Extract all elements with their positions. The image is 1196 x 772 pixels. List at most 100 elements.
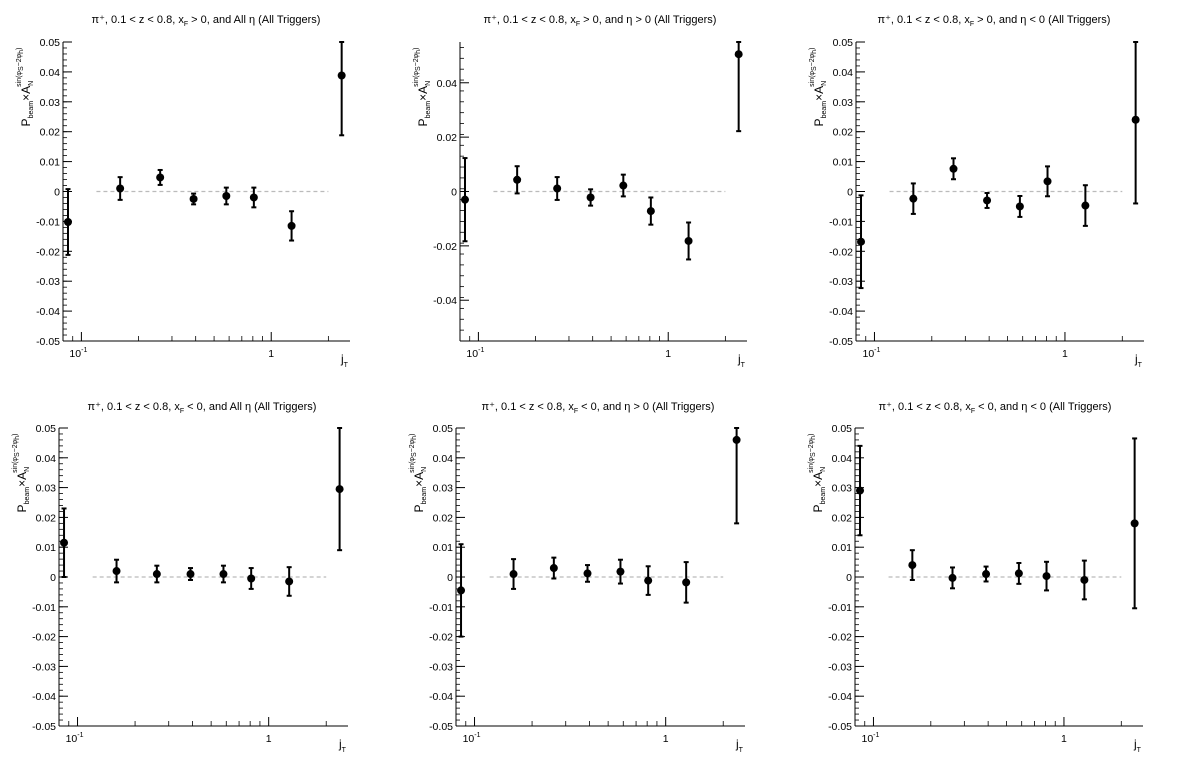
y-tick-label: -0.05 bbox=[828, 721, 852, 733]
y-tick-label: 0.05 bbox=[433, 423, 454, 435]
y-tick-label: -0.03 bbox=[36, 276, 60, 288]
data-point bbox=[337, 71, 346, 80]
y-tick-label: -0.03 bbox=[429, 661, 453, 673]
data-point bbox=[1080, 575, 1089, 584]
x-tick-label: 10-1 bbox=[466, 347, 484, 360]
data-point bbox=[682, 578, 691, 587]
panel-5: π⁺, 0.1 < z < 0.8, xF < 0, and η > 0 (Al… bbox=[409, 401, 745, 754]
y-tick-label: -0.04 bbox=[429, 691, 453, 703]
y-tick-label: -0.05 bbox=[429, 721, 453, 733]
y-axis-label: Pbeam×ANsin(φS−2φh) bbox=[16, 48, 35, 127]
x-tick-label: 10-1 bbox=[66, 732, 84, 745]
y-tick-label: 0.04 bbox=[437, 78, 458, 90]
data-point bbox=[553, 184, 562, 193]
data-point bbox=[646, 207, 655, 216]
y-tick-label: -0.02 bbox=[32, 632, 56, 644]
x-tick-label: 1 bbox=[665, 348, 671, 360]
data-point bbox=[219, 570, 228, 579]
y-tick-label: 0.01 bbox=[40, 157, 61, 169]
y-tick-label: -0.01 bbox=[829, 216, 853, 228]
y-tick-label: -0.02 bbox=[828, 632, 852, 644]
y-tick-label: -0.04 bbox=[829, 306, 853, 318]
data-point bbox=[734, 50, 743, 59]
data-point bbox=[908, 561, 917, 570]
y-tick-label: -0.02 bbox=[36, 246, 60, 258]
y-tick-label: 0 bbox=[846, 572, 852, 584]
x-axis-label: jT bbox=[340, 352, 349, 369]
data-point bbox=[63, 217, 72, 226]
y-tick-label: 0.02 bbox=[832, 512, 853, 524]
y-tick-label: -0.05 bbox=[32, 721, 56, 733]
panel-2: π⁺, 0.1 < z < 0.8, xF > 0, and η > 0 (Al… bbox=[413, 14, 747, 369]
y-tick-label: 0.03 bbox=[832, 483, 853, 495]
y-tick-label: 0.01 bbox=[833, 157, 854, 169]
data-point bbox=[1014, 569, 1023, 578]
panel-title: π⁺, 0.1 < z < 0.8, xF < 0, and All η (Al… bbox=[88, 401, 317, 415]
x-tick-label: 10-1 bbox=[861, 732, 879, 745]
x-tick-label: 1 bbox=[268, 348, 274, 360]
panel-title: π⁺, 0.1 < z < 0.8, xF > 0, and η < 0 (Al… bbox=[878, 14, 1111, 28]
y-tick-label: -0.03 bbox=[32, 661, 56, 673]
data-point bbox=[549, 564, 558, 573]
x-tick-label: 1 bbox=[663, 733, 669, 745]
data-point bbox=[60, 538, 69, 547]
y-axis-label: Pbeam×ANsin(φS−2φh) bbox=[12, 434, 31, 513]
data-point bbox=[112, 567, 121, 576]
data-point bbox=[1130, 519, 1139, 528]
y-tick-label: 0.01 bbox=[832, 542, 853, 554]
y-tick-label: -0.05 bbox=[36, 336, 60, 348]
panel-title: π⁺, 0.1 < z < 0.8, xF < 0, and η > 0 (Al… bbox=[482, 401, 715, 415]
data-point bbox=[222, 191, 231, 200]
panel-1: π⁺, 0.1 < z < 0.8, xF > 0, and All η (Al… bbox=[16, 14, 350, 369]
y-tick-label: -0.04 bbox=[828, 691, 852, 703]
data-point bbox=[189, 194, 198, 203]
data-point bbox=[948, 573, 957, 582]
y-tick-label: 0.03 bbox=[833, 97, 854, 109]
data-point bbox=[909, 194, 918, 203]
data-point bbox=[644, 576, 653, 585]
y-tick-label: 0.03 bbox=[433, 483, 454, 495]
data-point bbox=[1081, 201, 1090, 210]
data-point bbox=[857, 237, 866, 246]
data-point bbox=[1043, 177, 1052, 186]
y-tick-label: 0 bbox=[54, 187, 60, 199]
x-axis-label: jT bbox=[1134, 352, 1143, 369]
data-point bbox=[1015, 202, 1024, 211]
data-point bbox=[949, 164, 958, 173]
x-tick-label: 1 bbox=[1062, 348, 1068, 360]
y-tick-label: 0.02 bbox=[40, 127, 61, 139]
panel-3: π⁺, 0.1 < z < 0.8, xF > 0, and η < 0 (Al… bbox=[809, 14, 1144, 369]
y-tick-label: -0.01 bbox=[429, 602, 453, 614]
panel-4: π⁺, 0.1 < z < 0.8, xF < 0, and All η (Al… bbox=[12, 401, 348, 754]
data-point bbox=[1042, 572, 1051, 581]
data-point bbox=[513, 175, 522, 184]
y-tick-label: 0.01 bbox=[433, 542, 454, 554]
data-point bbox=[335, 485, 344, 494]
y-tick-label: 0.05 bbox=[833, 37, 854, 49]
y-tick-label: 0.04 bbox=[832, 453, 853, 465]
y-tick-label: -0.02 bbox=[429, 632, 453, 644]
y-tick-label: -0.03 bbox=[828, 661, 852, 673]
y-tick-label: -0.04 bbox=[36, 306, 60, 318]
y-tick-label: -0.04 bbox=[433, 295, 457, 307]
y-tick-label: 0 bbox=[50, 572, 56, 584]
data-point bbox=[684, 236, 693, 245]
y-tick-label: 0.02 bbox=[36, 512, 57, 524]
data-point bbox=[460, 195, 469, 204]
y-tick-label: -0.01 bbox=[36, 216, 60, 228]
panel-6: π⁺, 0.1 < z < 0.8, xF < 0, and η < 0 (Al… bbox=[808, 401, 1143, 754]
x-axis-label: jT bbox=[735, 737, 744, 754]
data-point bbox=[247, 574, 256, 583]
panel-title: π⁺, 0.1 < z < 0.8, xF < 0, and η < 0 (Al… bbox=[879, 401, 1112, 415]
data-point bbox=[186, 570, 195, 579]
y-tick-label: -0.05 bbox=[829, 336, 853, 348]
y-tick-label: 0.05 bbox=[40, 37, 61, 49]
x-tick-label: 10-1 bbox=[463, 732, 481, 745]
data-point bbox=[619, 181, 628, 190]
y-axis-label: Pbeam×ANsin(φS−2φh) bbox=[413, 48, 432, 127]
data-point bbox=[156, 173, 165, 182]
y-axis-label: Pbeam×ANsin(φS−2φh) bbox=[409, 434, 428, 513]
y-tick-label: 0.02 bbox=[433, 512, 454, 524]
x-tick-label: 10-1 bbox=[862, 347, 880, 360]
